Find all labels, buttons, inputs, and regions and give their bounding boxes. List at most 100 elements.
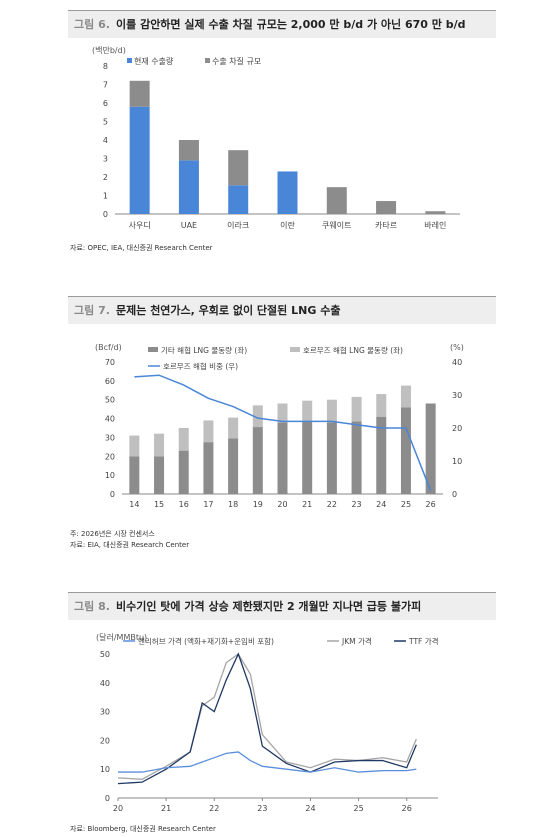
bar-other-straits-lng — [302, 421, 313, 494]
bar-other-straits-lng — [277, 422, 288, 494]
left-tick-label: 10 — [105, 471, 115, 480]
y-tick-label: 20 — [100, 736, 110, 745]
legend-label: 헨리허브 가격 (액화+재기화+운임비 포함) — [138, 636, 274, 646]
left-tick-label: 70 — [105, 358, 115, 367]
y-tick-label: 0 — [103, 210, 108, 219]
left-tick-label: 60 — [105, 377, 115, 386]
y-tick-label: 50 — [100, 650, 110, 659]
bar-export-disruption — [228, 150, 249, 186]
right-axis-unit: (%) — [450, 343, 464, 352]
bar-hormuz-lng — [228, 417, 239, 439]
bar-hormuz-lng — [326, 399, 337, 423]
left-axis-unit: (Bcf/d) — [95, 343, 122, 352]
bar-export-disruption — [376, 201, 397, 214]
figure-6-source: 자료: OPEC, IEA, 대신증권 Research Center — [70, 244, 213, 252]
bar-hormuz-lng — [351, 396, 362, 422]
bar-other-straits-lng — [129, 456, 140, 494]
x-tick-label: 18 — [228, 500, 238, 509]
bar-hormuz-lng — [203, 420, 214, 443]
x-tick-label: 22 — [327, 500, 337, 509]
legend-swatch — [148, 347, 158, 352]
bar-other-straits-lng — [425, 403, 436, 494]
y-tick-label: 7 — [103, 81, 108, 90]
x-tick-label: 16 — [179, 500, 189, 509]
right-tick-label: 20 — [452, 424, 462, 433]
bar-current-exports — [277, 171, 298, 214]
y-tick-label: 3 — [103, 155, 108, 164]
bar-other-straits-lng — [351, 421, 362, 494]
x-tick-label: 이란 — [280, 220, 295, 230]
figure-6-number: 그림 6. — [74, 18, 110, 31]
figure-6-chart: (백만b/d) 0 1 2 3 4 5 6 7 8 사우디 UAE 이라크 이란 쿠웨이트 카타르 바레인 현재 … — [92, 45, 460, 230]
left-tick-label: 30 — [105, 433, 115, 442]
x-tick-label: 23 — [257, 804, 267, 813]
right-tick-label: 10 — [452, 457, 462, 466]
left-tick-label: 0 — [110, 490, 115, 499]
y-axis-unit: (달러/MMBtu) — [96, 633, 147, 642]
x-tick-label: 26 — [402, 804, 412, 813]
bar-export-disruption — [178, 140, 199, 161]
bar-export-disruption — [129, 80, 150, 107]
legend-label: TTF 가격 — [408, 636, 439, 646]
y-tick-label: 4 — [103, 136, 108, 145]
y-tick-label: 0 — [105, 794, 110, 803]
y-tick-label: 6 — [103, 99, 108, 108]
y-tick-label: 30 — [100, 708, 110, 717]
y-tick-label: 1 — [103, 192, 108, 201]
legend-swatch — [290, 347, 300, 352]
bar-export-disruption — [326, 187, 347, 214]
line-jkm — [117, 653, 417, 780]
left-tick-label: 50 — [105, 396, 115, 405]
bar-hormuz-lng — [129, 435, 140, 457]
figure-7-header: 그림 7. 문제는 천연가스, 우회로 없이 단절된 LNG 수출 — [68, 296, 496, 324]
x-tick-label: 17 — [203, 500, 213, 509]
x-tick-label: 25 — [354, 804, 364, 813]
x-tick-label: 25 — [401, 500, 411, 509]
bar-current-exports — [178, 160, 199, 214]
x-tick-label: 23 — [351, 500, 361, 509]
x-tick-label: 19 — [253, 500, 263, 509]
legend-swatch — [205, 58, 210, 63]
figure-7-title: 문제는 천연가스, 우회로 없이 단절된 LNG 수출 — [116, 304, 341, 317]
figure-8-chart: (달러/MMBtu) 0 10 20 30 40 50 20 21 22 23 24 25 26 헨리허브 … — [96, 633, 439, 813]
x-tick-label: 20 — [113, 804, 123, 813]
y-tick-label: 10 — [100, 765, 110, 774]
right-tick-label: 40 — [452, 358, 462, 367]
bar-other-straits-lng — [178, 450, 189, 494]
figure-8-header: 그림 8. 비수기인 탓에 가격 상승 제한됐지만 2 개월만 지나면 급등 불… — [68, 592, 496, 620]
legend-label: 기타 해협 LNG 물동량 (좌) — [161, 345, 247, 355]
x-tick-label: 22 — [209, 804, 219, 813]
x-tick-label: 21 — [161, 804, 171, 813]
x-tick-label: 카타르 — [375, 221, 397, 230]
x-tick-label: 15 — [154, 500, 164, 509]
x-tick-label: 20 — [277, 500, 287, 509]
y-tick-label: 40 — [100, 679, 110, 688]
figure-8-source: 자료: Bloomberg, 대신증권 Research Center — [70, 825, 216, 833]
legend-label: 수출 차질 규모 — [212, 56, 261, 66]
figure-6-header: 그림 6. 이를 감안하면 실제 수출 차질 규모는 2,000 만 b/d 가… — [68, 10, 496, 38]
bar-current-exports — [228, 185, 249, 214]
x-tick-label: 쿠웨이트 — [322, 220, 351, 230]
bar-hormuz-lng — [252, 405, 263, 428]
left-tick-label: 40 — [105, 415, 115, 424]
figure-7-number: 그림 7. — [74, 304, 110, 317]
right-tick-label: 30 — [452, 391, 462, 400]
y-tick-label: 8 — [103, 62, 108, 71]
x-tick-label: 24 — [305, 804, 315, 813]
bar-hormuz-lng — [154, 433, 165, 457]
y-tick-label: 5 — [103, 118, 108, 127]
right-tick-label: 0 — [452, 490, 457, 499]
bar-hormuz-lng — [400, 385, 411, 408]
bar-other-straits-lng — [252, 427, 263, 494]
figure-6-title: 이를 감안하면 실제 수출 차질 규모는 2,000 만 b/d 가 아닌 67… — [116, 18, 466, 31]
figure-8-title: 비수기인 탓에 가격 상승 제한됐지만 2 개월만 지나면 급등 불가피 — [116, 600, 422, 613]
legend-label: 호르무즈 해협 LNG 물동량 (좌) — [303, 345, 403, 355]
bar-hormuz-lng — [178, 428, 189, 451]
legend-label: 호르무즈 해협 비중 (우) — [163, 361, 238, 371]
y-axis-unit: (백만b/d) — [92, 45, 126, 55]
line-hormuz-share — [134, 374, 432, 491]
bar-current-exports — [129, 106, 150, 214]
bar-other-straits-lng — [400, 407, 411, 494]
x-tick-label: 14 — [129, 500, 139, 509]
x-tick-label: 21 — [302, 500, 312, 509]
